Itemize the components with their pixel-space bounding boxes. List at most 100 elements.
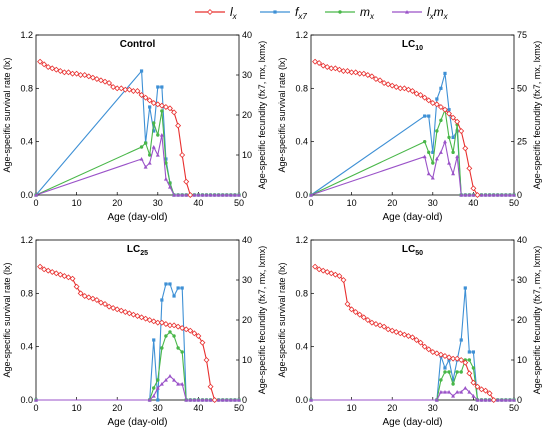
data-point-lx — [328, 270, 335, 277]
data-point-mx — [471, 366, 476, 370]
x-tick-label: 20 — [112, 403, 122, 413]
data-point-lx — [405, 86, 412, 93]
data-point-fx7 — [139, 69, 144, 73]
data-point-lx — [154, 101, 161, 108]
data-point-fx7 — [443, 71, 447, 75]
series-lxmx — [309, 139, 516, 197]
data-point-lx — [429, 349, 436, 355]
data-point-lxmx — [184, 193, 189, 197]
data-point-fx7 — [447, 108, 451, 112]
data-point-fx7 — [459, 338, 463, 342]
data-point-mx — [451, 382, 455, 386]
data-point-lx — [162, 104, 169, 110]
data-point-lx — [57, 68, 64, 74]
data-point-mx — [447, 370, 451, 374]
data-point-lxmx — [479, 398, 484, 402]
legend-marker — [273, 10, 277, 14]
data-point-lxmx — [167, 185, 172, 189]
data-point-lx — [401, 331, 408, 338]
y-axis-label-right: Age-specific fecundity (fx7, mx, lxmx) — [257, 41, 267, 190]
data-point-lxmx — [180, 193, 185, 197]
data-point-lx — [53, 270, 60, 277]
data-point-lxmx — [188, 398, 193, 402]
series-lx — [312, 263, 497, 403]
data-point-fx7 — [451, 135, 455, 139]
data-point-lx — [134, 88, 141, 94]
data-point-lxmx — [139, 157, 144, 161]
data-point-lx — [316, 60, 323, 66]
y-tick-label-left: 0.8 — [20, 83, 33, 93]
data-point-mx — [455, 370, 459, 374]
data-point-lx — [77, 290, 84, 297]
data-point-lx — [324, 269, 331, 275]
data-point-lxmx — [220, 398, 225, 402]
data-point-lxmx — [483, 398, 488, 402]
data-point-mx — [152, 386, 156, 390]
data-point-lx — [478, 386, 485, 393]
data-point-lx — [490, 397, 497, 403]
data-point-lx — [69, 275, 76, 282]
series-line-lx — [39, 266, 216, 401]
data-point-lx — [320, 267, 327, 274]
y-tick-label-right: 0 — [517, 190, 522, 200]
data-point-lx — [421, 343, 428, 350]
series-mx — [309, 358, 516, 402]
data-point-lx — [433, 101, 440, 108]
data-point-lxmx — [237, 193, 241, 197]
data-point-lxmx — [192, 398, 197, 402]
data-point-lx — [372, 76, 379, 82]
data-point-lxmx — [220, 193, 225, 197]
series-line-lxmx — [36, 375, 239, 401]
data-point-lx — [195, 333, 202, 339]
x-tick-label: 10 — [347, 198, 357, 208]
data-point-lx — [446, 354, 453, 361]
data-point-lxmx — [159, 382, 164, 386]
data-point-lxmx — [512, 193, 516, 197]
y-tick-label-left: 0.4 — [20, 137, 33, 147]
x-tick-label: 30 — [153, 403, 163, 413]
y-tick-label-right: 30 — [242, 70, 252, 80]
data-point-lx — [360, 70, 367, 77]
data-point-lx — [389, 82, 396, 89]
data-point-lx — [454, 355, 461, 362]
data-point-lx — [421, 94, 428, 101]
y-tick-label-right: 30 — [517, 275, 527, 285]
x-tick-label: 50 — [509, 403, 519, 413]
data-point-mx — [164, 334, 168, 338]
y-tick-label-right: 20 — [242, 315, 252, 325]
data-point-lx — [73, 70, 80, 77]
data-point-lx — [118, 307, 125, 314]
legend-label: mx — [360, 5, 375, 21]
data-point-mx — [156, 378, 160, 382]
data-point-lx — [138, 314, 145, 321]
data-point-lxmx — [479, 193, 484, 197]
data-point-lxmx — [507, 193, 512, 197]
y-tick-label-left: 0.4 — [20, 342, 33, 352]
data-point-lxmx — [467, 390, 472, 394]
data-point-lx — [344, 301, 351, 307]
data-point-fx7 — [451, 378, 455, 382]
data-point-lx — [126, 310, 133, 317]
data-point-lx — [138, 92, 145, 98]
data-point-lxmx — [172, 378, 177, 382]
data-point-lx — [442, 106, 448, 113]
data-point-lxmx — [216, 193, 221, 197]
data-point-lx — [454, 118, 461, 125]
data-point-lxmx — [212, 193, 217, 197]
data-point-lx — [85, 294, 92, 301]
data-point-lx — [134, 313, 141, 319]
x-tick-label: 0 — [33, 403, 38, 413]
data-point-lx — [73, 283, 80, 290]
chart-panel-2: 0 10 20 30 40 50 0.0 0.4 0.8 1.2 0 25 50 75 LC10 Age (d… — [277, 30, 542, 223]
data-point-lx — [312, 263, 319, 270]
data-point-fx7 — [443, 366, 447, 370]
x-axis-label: Age (day-old) — [382, 417, 442, 428]
data-point-lx — [142, 94, 149, 101]
data-point-lx — [470, 185, 477, 192]
data-point-lx — [332, 65, 339, 72]
data-point-lx — [146, 97, 153, 104]
data-point-fx7 — [152, 129, 156, 133]
data-point-lx — [332, 271, 339, 278]
y-tick-label-right: 50 — [517, 83, 527, 93]
data-point-mx — [431, 161, 435, 165]
